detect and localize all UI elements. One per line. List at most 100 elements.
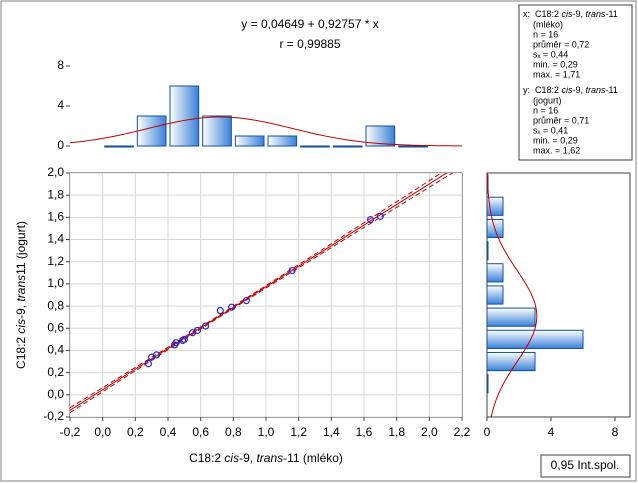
point <box>228 303 236 311</box>
y-tick-label: 1,6 <box>47 210 64 224</box>
y-axis-label-part: cis <box>14 319 28 334</box>
x-tick-label: 2,0 <box>421 425 438 439</box>
x-tick-label: 0,6 <box>192 425 209 439</box>
point <box>179 336 187 345</box>
x-tick-label: 1,4 <box>323 425 340 439</box>
x-tick-label: 1,0 <box>258 425 275 439</box>
x-tick-label: 1,8 <box>388 425 405 439</box>
point <box>193 326 201 335</box>
x-axis-label-part: trans <box>256 451 283 465</box>
stats-line: sₓ = 0,44 <box>533 49 568 59</box>
y-tick-label: 8 <box>57 58 64 72</box>
point <box>366 215 375 224</box>
point <box>376 212 384 220</box>
bar <box>487 196 504 216</box>
bar <box>487 307 536 327</box>
x-tick-label: 2,2 <box>454 425 471 439</box>
stats-header-part: -11 <box>606 85 618 95</box>
bar <box>332 145 363 148</box>
y-tick-label: 1,4 <box>47 232 64 246</box>
x-tick-label: 0,4 <box>160 425 177 439</box>
bar <box>234 135 265 147</box>
bar <box>398 145 428 148</box>
bar <box>202 115 232 147</box>
stats-header-part: -11 <box>606 9 618 19</box>
stats-line: sₓ = 0,41 <box>533 125 568 135</box>
y-axis-label-part: 11 (jogurt) <box>14 221 28 275</box>
right-hist-layer <box>487 173 584 417</box>
stats-header-part: x: C18:2 <box>523 9 562 19</box>
stats-header-part: cis <box>562 9 573 19</box>
stats-header-part: -9, <box>573 9 586 19</box>
stats-line: max. = 1,71 <box>533 69 580 79</box>
point <box>201 322 210 330</box>
y-tick-label: 2,0 <box>47 165 64 179</box>
chart-title: y = 0,04649 + 0,92757 * x <box>241 17 378 31</box>
bar <box>104 145 134 148</box>
y-tick-label: 1,2 <box>47 254 64 268</box>
x-axis-label: C18:2 cis-9, trans-11 (mléko) <box>189 451 343 465</box>
y-axis-label: C18:2 cis-9, trans11 (jogurt) <box>14 221 28 369</box>
bar <box>365 125 396 147</box>
x-tick-label: 1,6 <box>356 425 373 439</box>
stats-line: průměr = 0,72 <box>533 39 589 49</box>
legend-box <box>540 454 631 478</box>
stats-header-part: trans <box>586 85 607 95</box>
y-axis-label-part: -9, <box>14 302 28 319</box>
bar <box>487 351 536 372</box>
x-tick-label: 1,2 <box>290 425 307 439</box>
chart-subtitle: r = 0,99885 <box>279 37 340 51</box>
confidence-band <box>70 173 454 414</box>
bar <box>487 263 504 283</box>
y-tick-label: 0,8 <box>47 298 64 312</box>
regression-line <box>70 173 448 411</box>
normal-curve <box>487 173 538 417</box>
stats-header: x: C18:2 cis-9, trans-11 <box>523 9 618 19</box>
y-tick-label: 0,0 <box>47 387 64 401</box>
y-tick-label: 0 <box>57 138 64 152</box>
x-tick-label: 4 <box>548 425 555 439</box>
y-tick-label: -0,2 <box>43 409 64 423</box>
stats-header-part: trans <box>586 9 607 19</box>
stats-line: n = 16 <box>533 29 558 39</box>
x-axis-label-part: cis <box>224 451 239 465</box>
point <box>216 306 224 315</box>
stats-header: (jogurt) <box>533 95 562 105</box>
point <box>242 296 250 305</box>
plot-layer <box>70 173 462 417</box>
right-hist-area <box>486 172 631 418</box>
y-tick-label: 4 <box>57 98 64 112</box>
stats-header-part: y: C18:2 <box>523 85 562 95</box>
x-tick-label: -0,2 <box>60 425 81 439</box>
y-tick-label: 0,6 <box>47 320 64 334</box>
stats-line: min. = 0,29 <box>533 59 578 69</box>
top-hist-layer <box>70 85 462 148</box>
stats-header: y: C18:2 cis-9, trans-11 <box>523 85 618 95</box>
x-tick-label: 0 <box>484 425 491 439</box>
x-tick-label: 0,2 <box>127 425 144 439</box>
stats-line: min. = 0,29 <box>533 135 578 145</box>
y-axis-label-part: C18:2 <box>14 334 28 369</box>
normal-curve <box>70 116 462 147</box>
confidence-band <box>70 173 443 409</box>
y-tick-label: 1,8 <box>47 187 64 201</box>
point <box>152 351 161 359</box>
x-axis-label-part: -9, <box>239 451 256 465</box>
bar <box>487 285 504 305</box>
y-tick-label: 0,2 <box>47 365 64 379</box>
stats-line: n = 16 <box>533 105 558 115</box>
stats-box <box>518 4 633 161</box>
x-tick-label: 0,8 <box>225 425 242 439</box>
bar <box>169 85 200 147</box>
point <box>288 267 296 275</box>
point <box>144 360 152 368</box>
stats-layer: x: C18:2 cis-9, trans-11(mléko)n = 16prů… <box>523 9 618 155</box>
x-tick-label: 0,0 <box>94 425 111 439</box>
bar <box>487 374 489 394</box>
stats-header-part: -9, <box>573 85 586 95</box>
y-tick-label: 0,4 <box>47 343 64 357</box>
point <box>180 335 188 343</box>
bar <box>300 145 330 148</box>
